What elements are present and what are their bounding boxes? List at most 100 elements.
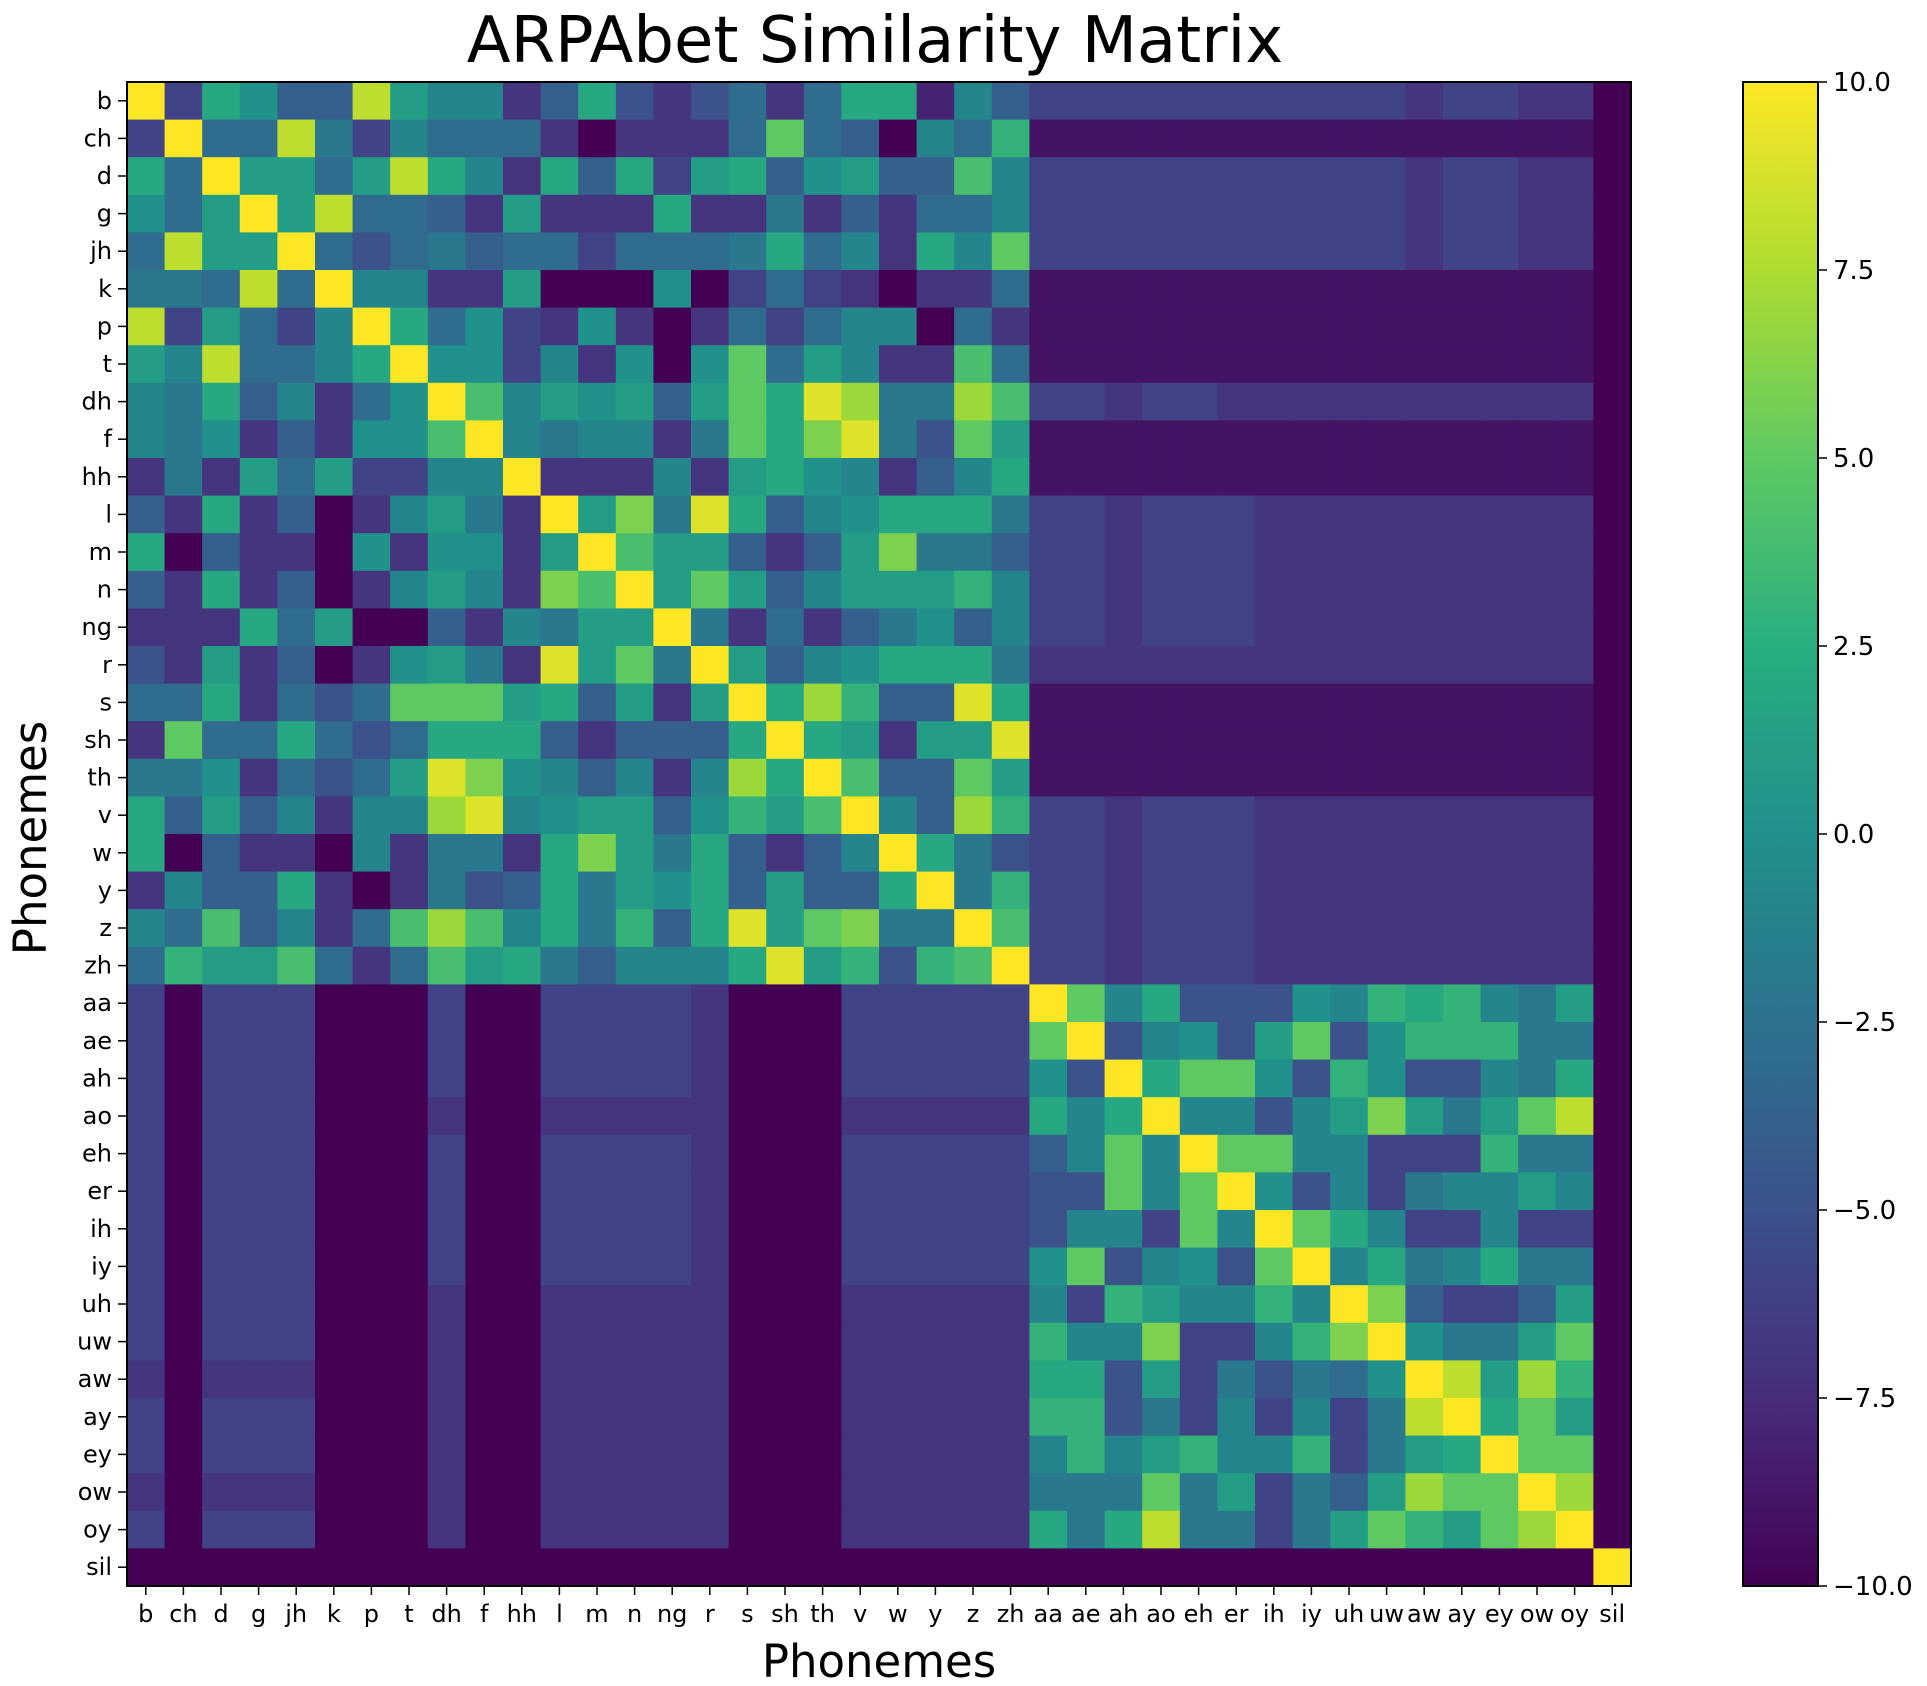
y-tick-label: hh [82,463,112,491]
heatmap-cell-ow-th [803,1473,842,1512]
heatmap-cell-ay-jh [277,1398,316,1437]
heatmap-cell-g-zh [991,194,1030,233]
heatmap-cell-sil-ay [1443,1548,1482,1587]
heatmap-cell-v-ay [1443,796,1482,835]
heatmap-cell-ae-s [728,1022,767,1061]
heatmap-cell-uh-dh [427,1285,466,1324]
heatmap-cell-hh-d [202,458,241,497]
heatmap-cell-z-sil [1593,909,1632,948]
y-tick-label: f [104,425,113,453]
heatmap-cell-ch-oy [1555,119,1594,158]
heatmap-cell-oy-g [239,1510,278,1549]
heatmap-cell-sh-y [916,721,955,760]
y-tick-label: g [97,200,112,228]
heatmap-cell-sh-ay [1443,721,1482,760]
heatmap-cell-r-ih [1255,646,1294,685]
heatmap-cell-ay-iy [1292,1398,1331,1437]
heatmap-cell-g-ng [653,194,692,233]
heatmap-cell-p-dh [427,307,466,346]
heatmap-cell-l-v [841,495,880,534]
heatmap-cell-z-f [465,909,504,948]
heatmap-cell-er-dh [427,1172,466,1211]
heatmap-cell-ih-l [540,1210,579,1249]
heatmap-cell-ch-d [202,119,241,158]
heatmap-cell-sil-ae [1067,1548,1106,1587]
x-tick-label: ah [1108,1600,1138,1628]
heatmap-cell-v-f [465,796,504,835]
heatmap-cell-uw-ih [1255,1322,1294,1361]
heatmap-cell-ch-eh [1179,119,1218,158]
y-tick-label: p [97,312,112,340]
heatmap-cell-s-g [239,683,278,722]
heatmap-cell-t-g [239,345,278,384]
heatmap-cell-aa-jh [277,984,316,1023]
heatmap-cell-d-ow [1518,157,1557,196]
heatmap-cell-ow-ch [164,1473,203,1512]
y-tick-label: z [99,914,112,942]
heatmap-cell-eh-t [390,1134,429,1173]
heatmap-cell-dh-w [879,382,918,421]
heatmap-cell-f-ow [1518,420,1557,459]
heatmap-cell-r-jh [277,646,316,685]
heatmap-cell-ay-f [465,1398,504,1437]
heatmap-cell-jh-th [803,232,842,271]
heatmap-cell-ow-ae [1067,1473,1106,1512]
heatmap-cell-ow-hh [503,1473,542,1512]
heatmap-cell-p-hh [503,307,542,346]
heatmap-cell-p-s [728,307,767,346]
heatmap-cell-er-ng [653,1172,692,1211]
heatmap-cell-sil-iy [1292,1548,1331,1587]
heatmap-cell-aa-er [1217,984,1256,1023]
heatmap-cell-v-ih [1255,796,1294,835]
heatmap-cell-f-ch [164,420,203,459]
heatmap-cell-uw-v [841,1322,880,1361]
heatmap-cell-w-ao [1142,834,1181,873]
heatmap-cell-y-t [390,871,429,910]
heatmap-cell-n-sil [1593,570,1632,609]
heatmap-cell-dh-y [916,382,955,421]
x-tick-label: ey [1485,1600,1514,1628]
heatmap-cell-sil-m [578,1548,617,1587]
heatmap-cell-oy-ae [1067,1510,1106,1549]
heatmap-cell-f-uh [1330,420,1369,459]
heatmap-cell-z-n [615,909,654,948]
heatmap-cell-ey-iy [1292,1435,1331,1474]
heatmap-cell-r-ng [653,646,692,685]
heatmap-cell-ay-p [352,1398,391,1437]
heatmap-cell-ay-m [578,1398,617,1437]
heatmap-cell-aa-iy [1292,984,1331,1023]
heatmap-cell-p-sil [1593,307,1632,346]
heatmap-cell-l-uw [1367,495,1406,534]
heatmap-cell-aa-aw [1405,984,1444,1023]
heatmap-cell-w-sil [1593,834,1632,873]
heatmap-cell-uw-ch [164,1322,203,1361]
heatmap-cell-iy-ay [1443,1247,1482,1286]
heatmap-cell-ah-hh [503,1059,542,1098]
heatmap-cell-ng-v [841,608,880,647]
x-tick-label: ae [1071,1600,1100,1628]
heatmap-cell-t-ae [1067,345,1106,384]
heatmap-cell-n-uh [1330,570,1369,609]
heatmap-cell-s-uw [1367,683,1406,722]
heatmap-cell-zh-th [803,946,842,985]
heatmap-cell-uh-aw [1405,1285,1444,1324]
heatmap-cell-z-oy [1555,909,1594,948]
heatmap-cell-uh-uw [1367,1285,1406,1324]
heatmap-cell-uw-eh [1179,1322,1218,1361]
heatmap-cell-ch-ch [164,119,203,158]
heatmap-cell-b-ng [653,82,692,121]
heatmap-cell-dh-jh [277,382,316,421]
heatmap-cell-iy-sil [1593,1247,1632,1286]
heatmap-cell-ch-v [841,119,880,158]
heatmap-cell-ih-z [954,1210,993,1249]
heatmap-cell-m-z [954,533,993,572]
heatmap-cell-s-iy [1292,683,1331,722]
heatmap-cell-ay-ao [1142,1398,1181,1437]
heatmap-cell-hh-f [465,458,504,497]
x-tick-label: t [404,1600,413,1628]
y-tick-label: ae [83,1027,112,1055]
heatmap-cell-dh-n [615,382,654,421]
heatmap-cell-sh-w [879,721,918,760]
heatmap-cell-sil-s [728,1548,767,1587]
heatmap-cell-th-er [1217,758,1256,797]
